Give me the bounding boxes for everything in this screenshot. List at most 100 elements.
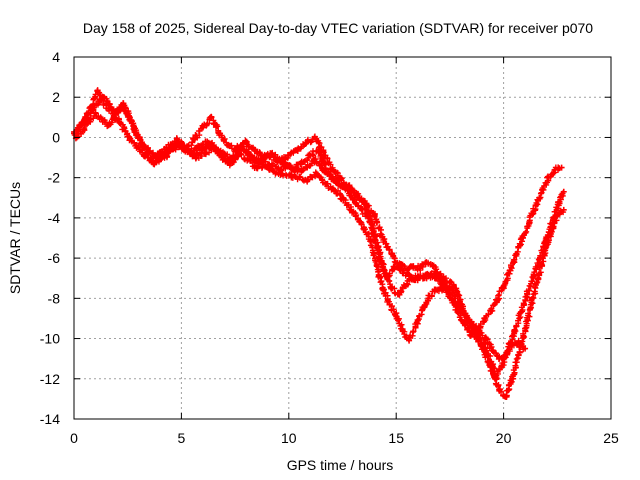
data-point [202,150,209,157]
data-point [401,283,408,290]
data-point [461,321,468,328]
data-point [268,150,275,157]
data-point [412,323,419,330]
series-marker-trail [74,87,566,382]
data-point [182,146,189,153]
data-point [111,114,118,121]
x-tick-label: 5 [178,430,186,446]
data-point [431,287,438,294]
x-tick-label: 0 [70,430,78,446]
x-axis-title: GPS time / hours [287,457,394,473]
data-point [204,138,211,145]
data-point [481,315,488,322]
data-point [307,152,314,159]
y-axis-title: SDTVAR / TECUs [7,182,23,294]
data-point [199,124,206,131]
data-point [287,172,294,179]
data-point [373,263,380,270]
data-point [534,275,541,282]
data-point [137,140,144,147]
data-point [118,104,125,111]
data-point [174,138,181,145]
series-track-d [156,113,567,400]
data-point [444,289,451,296]
data-point [414,277,421,284]
data-point [285,152,292,159]
data-point [144,146,151,153]
data-point [440,275,447,282]
data-point [107,104,114,111]
data-point [356,218,363,225]
data-point [560,206,567,213]
x-tick-label: 25 [603,430,619,446]
data-point [328,166,335,173]
data-point [380,237,387,244]
data-point [395,291,402,298]
data-point [502,393,509,400]
data-point [446,279,453,286]
data-point [365,230,372,237]
data-point [217,130,224,137]
data-point [388,251,395,258]
data-point [397,261,404,268]
x-tick-label: 20 [496,430,512,446]
data-point [526,218,533,225]
data-point [219,154,226,161]
data-point [410,263,417,270]
y-tick-label: 4 [52,49,60,65]
data-point [371,212,378,219]
data-point [483,347,490,354]
data-point [474,331,481,338]
data-point [281,160,288,167]
data-point [98,116,105,123]
data-point [560,188,567,195]
y-tick-label: -8 [48,290,61,306]
data-point [513,251,520,258]
data-point [92,110,99,117]
data-point [391,265,398,272]
y-tick-label: 0 [52,129,60,145]
data-point [313,170,320,177]
data-point [302,140,309,147]
data-point [457,303,464,310]
data-point [86,118,93,125]
series-track-b [74,87,567,382]
data-point [298,158,305,165]
data-point [141,152,148,159]
data-point [251,146,258,153]
data-point [517,309,524,316]
data-point [116,118,123,125]
data-point [311,156,318,163]
data-point [79,128,86,135]
data-point [547,230,554,237]
data-point [234,148,241,155]
data-point [515,351,522,358]
y-tick-label: -14 [40,411,60,427]
data-points [71,87,567,400]
plot-frame [73,56,612,420]
chart-title: Day 158 of 2025, Sidereal Day-to-day VTE… [83,20,593,36]
data-point [431,275,438,282]
data-point [388,285,395,292]
data-point [339,194,346,201]
data-point [380,287,387,294]
data-point [552,166,559,173]
data-point [386,301,393,308]
data-point [556,198,563,205]
data-point [191,136,198,143]
data-point [554,212,561,219]
data-point [429,263,436,270]
data-point [425,295,432,302]
data-point [105,122,112,129]
data-point [193,154,200,161]
data-point [124,112,131,119]
data-point [466,319,473,326]
data-point [483,335,490,342]
data-point [165,146,172,153]
data-point [277,166,284,173]
data-point [311,134,318,141]
data-point [367,216,374,223]
data-point [296,174,303,181]
data-point [260,154,267,161]
